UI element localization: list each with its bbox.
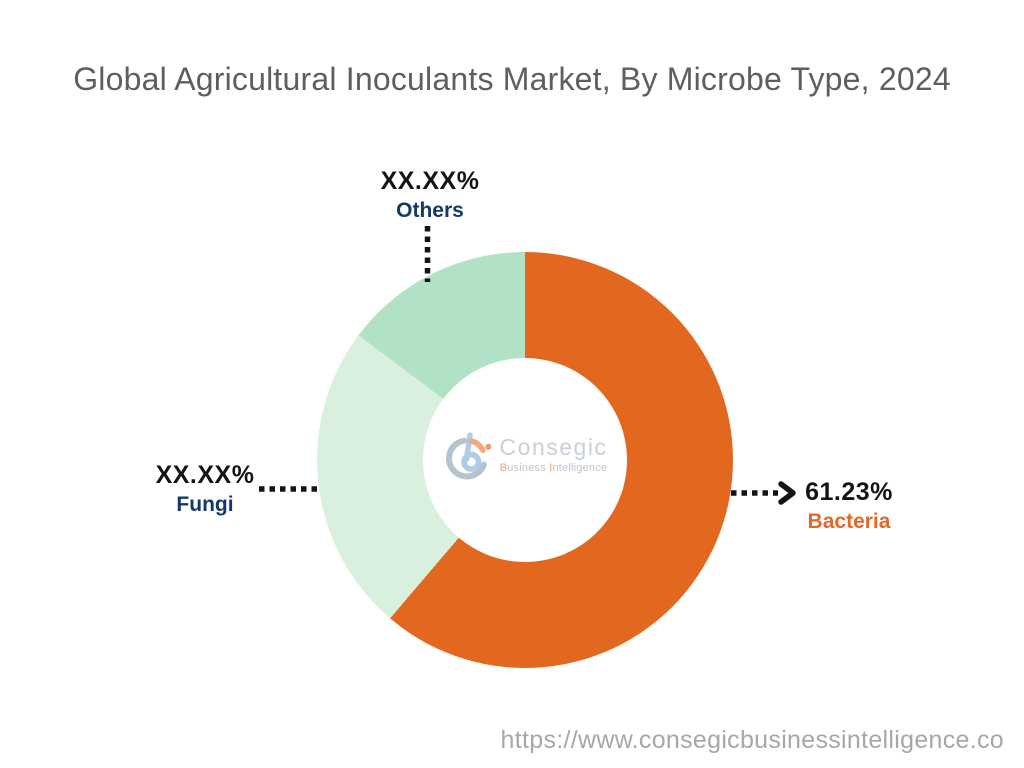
brand-subtitle-i: I <box>549 462 553 474</box>
donut-chart: Consegic Business Intelligence <box>317 252 733 668</box>
bacteria-value: 61.23% <box>805 478 893 506</box>
chart-title: Global Agricultural Inoculants Market, B… <box>73 61 951 97</box>
brand-subtitle: Business Intelligence <box>500 463 608 474</box>
others-callout: XX.XX% Others <box>355 167 505 222</box>
fungi-label: Fungi <box>176 493 234 516</box>
others-value: XX.XX% <box>380 167 480 195</box>
source-url: https://www.consegicbusinessintelligence… <box>500 726 1004 754</box>
brand-logo-icon <box>445 432 491 480</box>
bacteria-callout: 61.23% Bacteria <box>789 478 909 533</box>
fungi-callout: XX.XX% Fungi <box>130 461 280 516</box>
brand-watermark: Consegic Business Intelligence <box>443 426 608 484</box>
bacteria-label: Bacteria <box>807 510 891 533</box>
brand-subtitle-ntelligence: ntelligence <box>552 462 608 474</box>
fungi-value: XX.XX% <box>155 461 255 489</box>
brand-subtitle-usiness: usiness <box>507 462 550 474</box>
brand-subtitle-b: B <box>499 462 508 474</box>
brand-name: Consegic <box>499 434 608 460</box>
brand-wordmark: Consegic Business Intelligence <box>500 436 608 474</box>
donut-hole: Consegic Business Intelligence <box>423 358 627 562</box>
others-label: Others <box>396 199 464 222</box>
